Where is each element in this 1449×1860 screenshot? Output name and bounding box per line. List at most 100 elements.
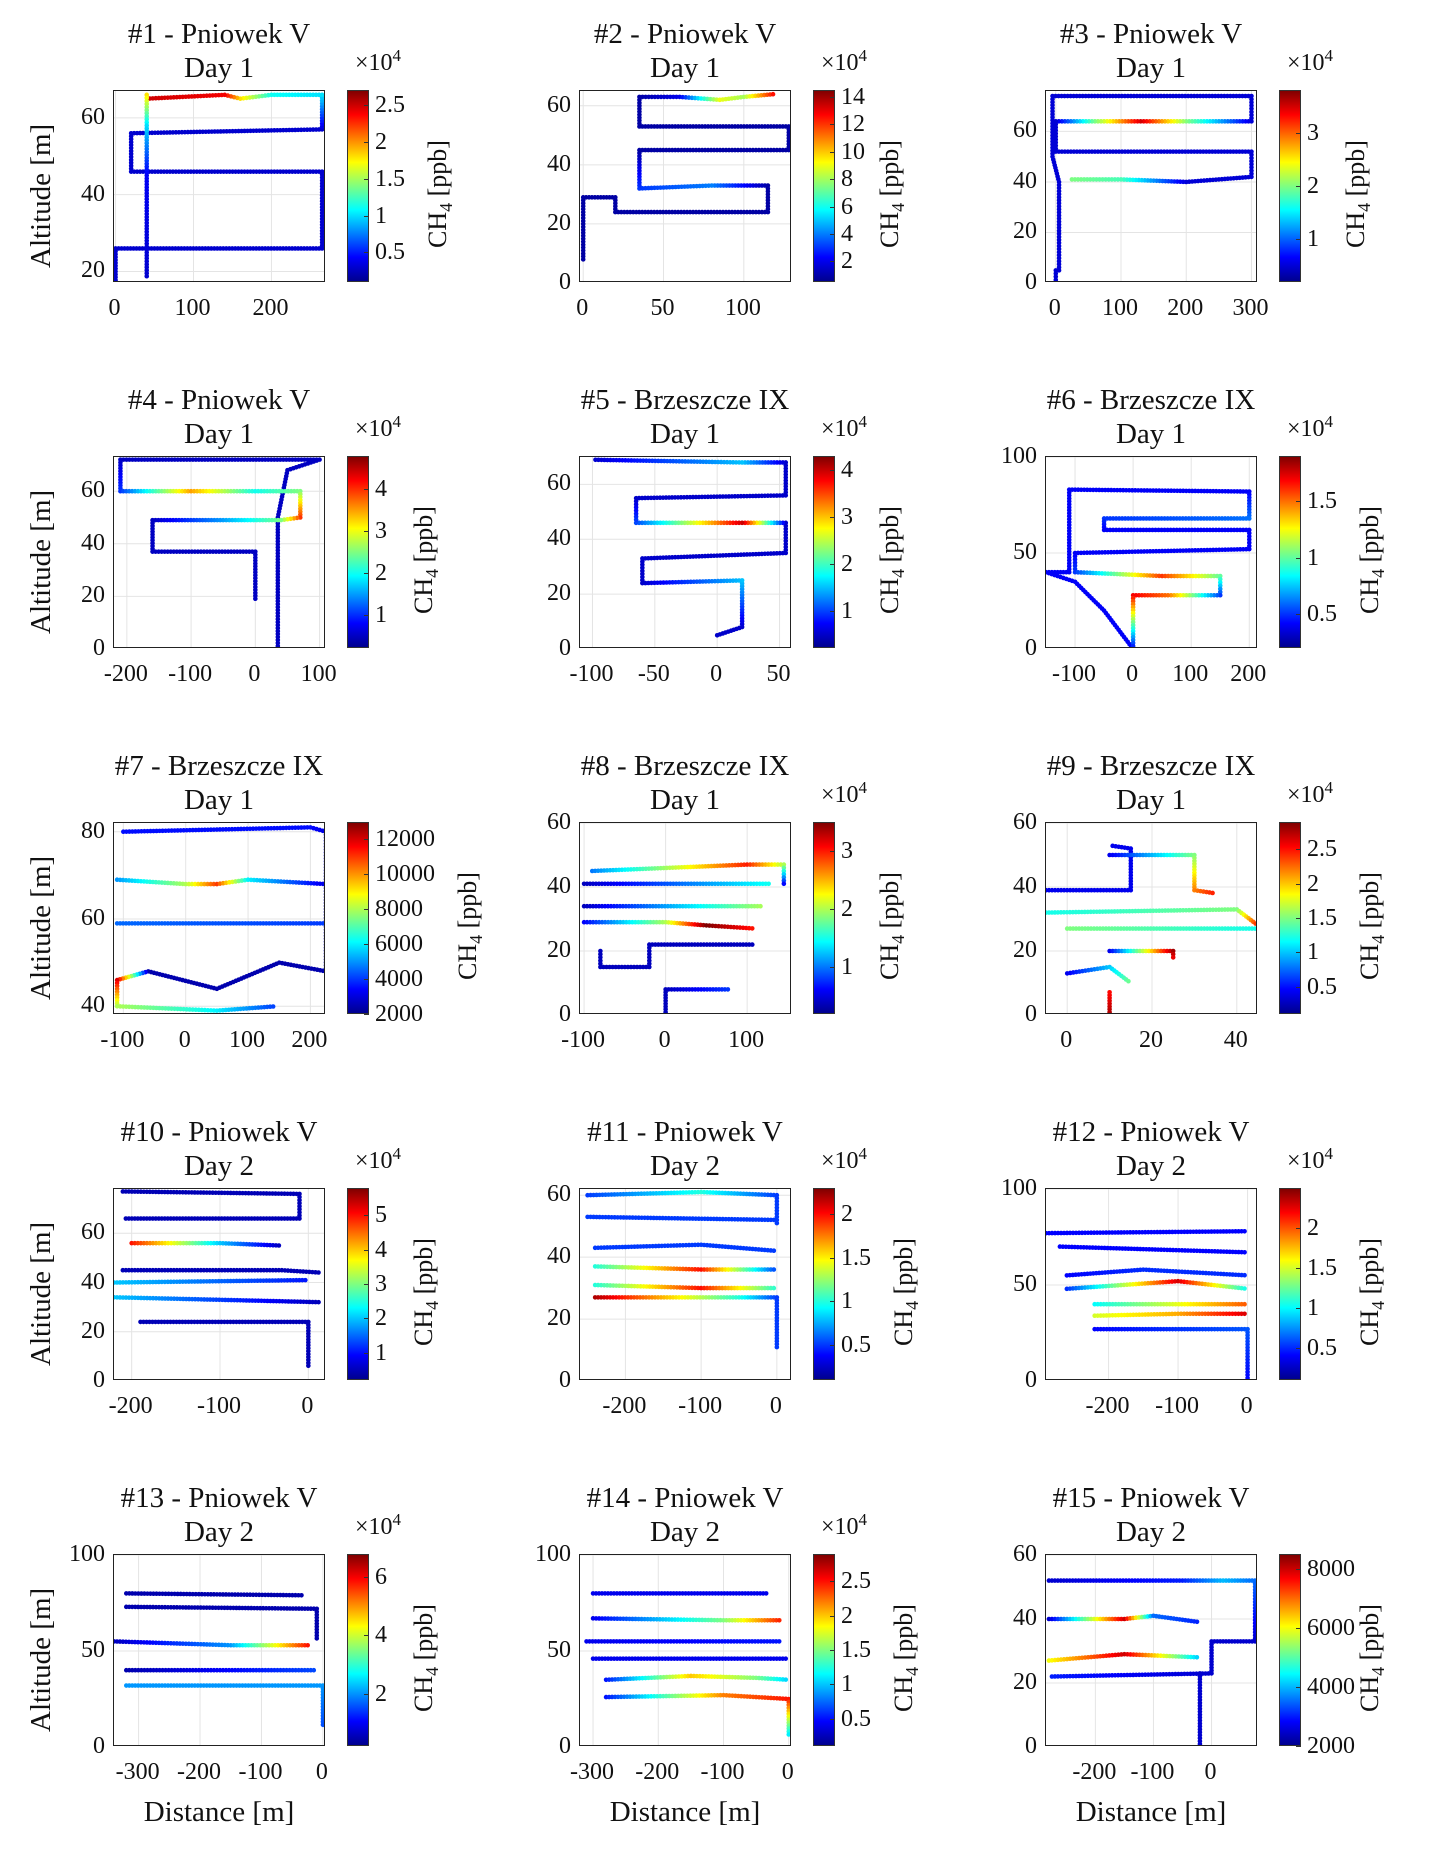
panel-title: #3 - Pniowek V	[1059, 18, 1243, 50]
flight-point	[1126, 978, 1131, 984]
flight-point	[781, 862, 787, 867]
colorbar-multiplier: ×104	[355, 46, 402, 76]
x-tick-label: -100	[168, 661, 213, 687]
y-tick-label: 40	[547, 525, 571, 552]
flight-point	[323, 869, 324, 872]
flight-point	[323, 845, 324, 848]
flight-point	[316, 1299, 321, 1305]
x-tick-label: -100	[561, 1027, 606, 1053]
y-tick-label: 20	[547, 580, 571, 607]
flight-point	[323, 860, 324, 863]
y-tick-label: 40	[547, 150, 571, 177]
flight-point	[323, 952, 324, 955]
colorbar-tick	[364, 1215, 369, 1217]
multiplier-exponent: 4	[1324, 778, 1334, 797]
y-tick-label: 60	[547, 91, 571, 118]
colorbar-tick-label: 12000	[375, 826, 435, 853]
colorbar-tick-label: 2	[841, 550, 853, 577]
colorbar-tick	[1296, 186, 1301, 187]
colorbar-tick-label: 2	[375, 559, 387, 586]
colorbar-label: CH4 [ppb]	[453, 872, 487, 980]
y-tick-label: 0	[559, 635, 571, 661]
colorbar	[347, 822, 369, 1014]
x-tick-label: 0	[769, 1393, 782, 1419]
plot-axes	[579, 1188, 791, 1380]
panel-title: #7 - Brzeszcze IX	[114, 750, 324, 782]
colorbar	[813, 822, 835, 1014]
plot-axes	[113, 1554, 325, 1746]
y-tick-label: 40	[547, 1243, 571, 1270]
colorbar-tick	[364, 141, 369, 143]
y-tick-label: 20	[1013, 937, 1037, 963]
y-tick-label: 80	[81, 817, 105, 844]
x-tick-label: 0	[1126, 661, 1139, 687]
y-tick-label: 20	[81, 1317, 105, 1344]
flight-point	[781, 875, 787, 880]
plot-area	[580, 457, 790, 647]
panel-subtitle: Day 2	[1115, 1150, 1187, 1182]
y-tick-label: 0	[1025, 635, 1037, 661]
plot-axes	[113, 456, 325, 648]
x-tick-label: 20	[1139, 1027, 1163, 1053]
colorbar-tick-label: 3	[1307, 119, 1319, 146]
y-tick-label: 40	[81, 992, 105, 1019]
colorbar-tick-label: 6	[841, 193, 853, 220]
colorbar-label-subscript: 4	[1368, 934, 1389, 944]
colorbar-tick	[830, 967, 835, 969]
colorbar	[1279, 456, 1301, 648]
multiplier-exponent: 4	[858, 46, 868, 65]
flight-point	[323, 848, 324, 851]
colorbar-tick-label: 4	[375, 476, 387, 503]
y-tick-label: 0	[93, 635, 105, 661]
colorbar-tick-label: 12	[841, 111, 865, 138]
flight-point	[1249, 165, 1254, 170]
panel-subtitle: Day 2	[183, 1150, 255, 1182]
panel-title: #6 - Brzeszcze IX	[1046, 384, 1256, 416]
colorbar-tick-label: 2	[841, 1201, 853, 1228]
y-tick-label: 60	[1013, 117, 1037, 144]
flight-point	[1072, 566, 1078, 572]
colorbar-tick-label: 0.5	[1307, 601, 1337, 628]
colorbar	[1279, 1188, 1301, 1380]
multiplier-exponent: 4	[1324, 412, 1334, 431]
colorbar-tick	[1296, 614, 1301, 616]
colorbar-label-subscript: 4	[1368, 568, 1389, 578]
y-tick-label: 60	[81, 905, 105, 931]
flight-point	[1072, 553, 1078, 559]
colorbar-tick-label: 1.5	[1307, 1255, 1337, 1281]
flight-point	[1072, 557, 1078, 562]
colorbar-tick-label: 1.5	[375, 165, 405, 192]
flight-point	[1069, 177, 1075, 182]
colorbar-multiplier: ×104	[1287, 778, 1334, 808]
flight-point	[1252, 926, 1256, 931]
panel-subtitle: Day 1	[649, 784, 721, 816]
flight-point	[323, 913, 324, 917]
colorbar-label: CH4 [ppb]	[1355, 506, 1389, 614]
flight-point	[323, 878, 324, 881]
colorbar-label-subscript: 4	[422, 568, 443, 578]
flight-point	[1249, 155, 1254, 161]
flight-point	[1245, 1375, 1250, 1379]
flight-point	[781, 868, 787, 874]
colorbar-tick	[1296, 1308, 1301, 1309]
colorbar-multiplier: ×104	[355, 1144, 402, 1174]
x-tick-label: 40	[1223, 1027, 1248, 1053]
flight-point	[1249, 103, 1254, 108]
panel-subtitle: Day 1	[183, 784, 255, 816]
colorbar-tick-label: 3	[375, 1271, 387, 1297]
flight-point	[299, 1592, 304, 1598]
panel-subtitle: Day 1	[1115, 52, 1187, 84]
y-tick-label: 60	[81, 477, 105, 504]
plot-area	[580, 91, 790, 281]
panel-subtitle: Day 1	[649, 418, 721, 450]
colorbar-label-subscript: 4	[1354, 202, 1375, 212]
y-tick-label: 40	[1013, 167, 1037, 194]
x-tick-label: -100	[100, 1027, 145, 1053]
x-tick-label: -200	[1085, 1393, 1130, 1419]
colorbar-multiplier: ×104	[1287, 1144, 1334, 1174]
plot-axes	[1045, 822, 1257, 1014]
panel-title: #13 - Pniowek V	[120, 1482, 318, 1514]
x-tick-label: 100	[728, 1027, 765, 1053]
plot-area	[114, 1555, 324, 1745]
y-tick-label: 0	[93, 1367, 105, 1393]
